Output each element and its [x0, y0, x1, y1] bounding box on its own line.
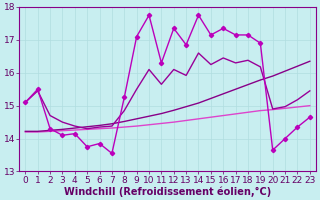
X-axis label: Windchill (Refroidissement éolien,°C): Windchill (Refroidissement éolien,°C): [64, 186, 271, 197]
